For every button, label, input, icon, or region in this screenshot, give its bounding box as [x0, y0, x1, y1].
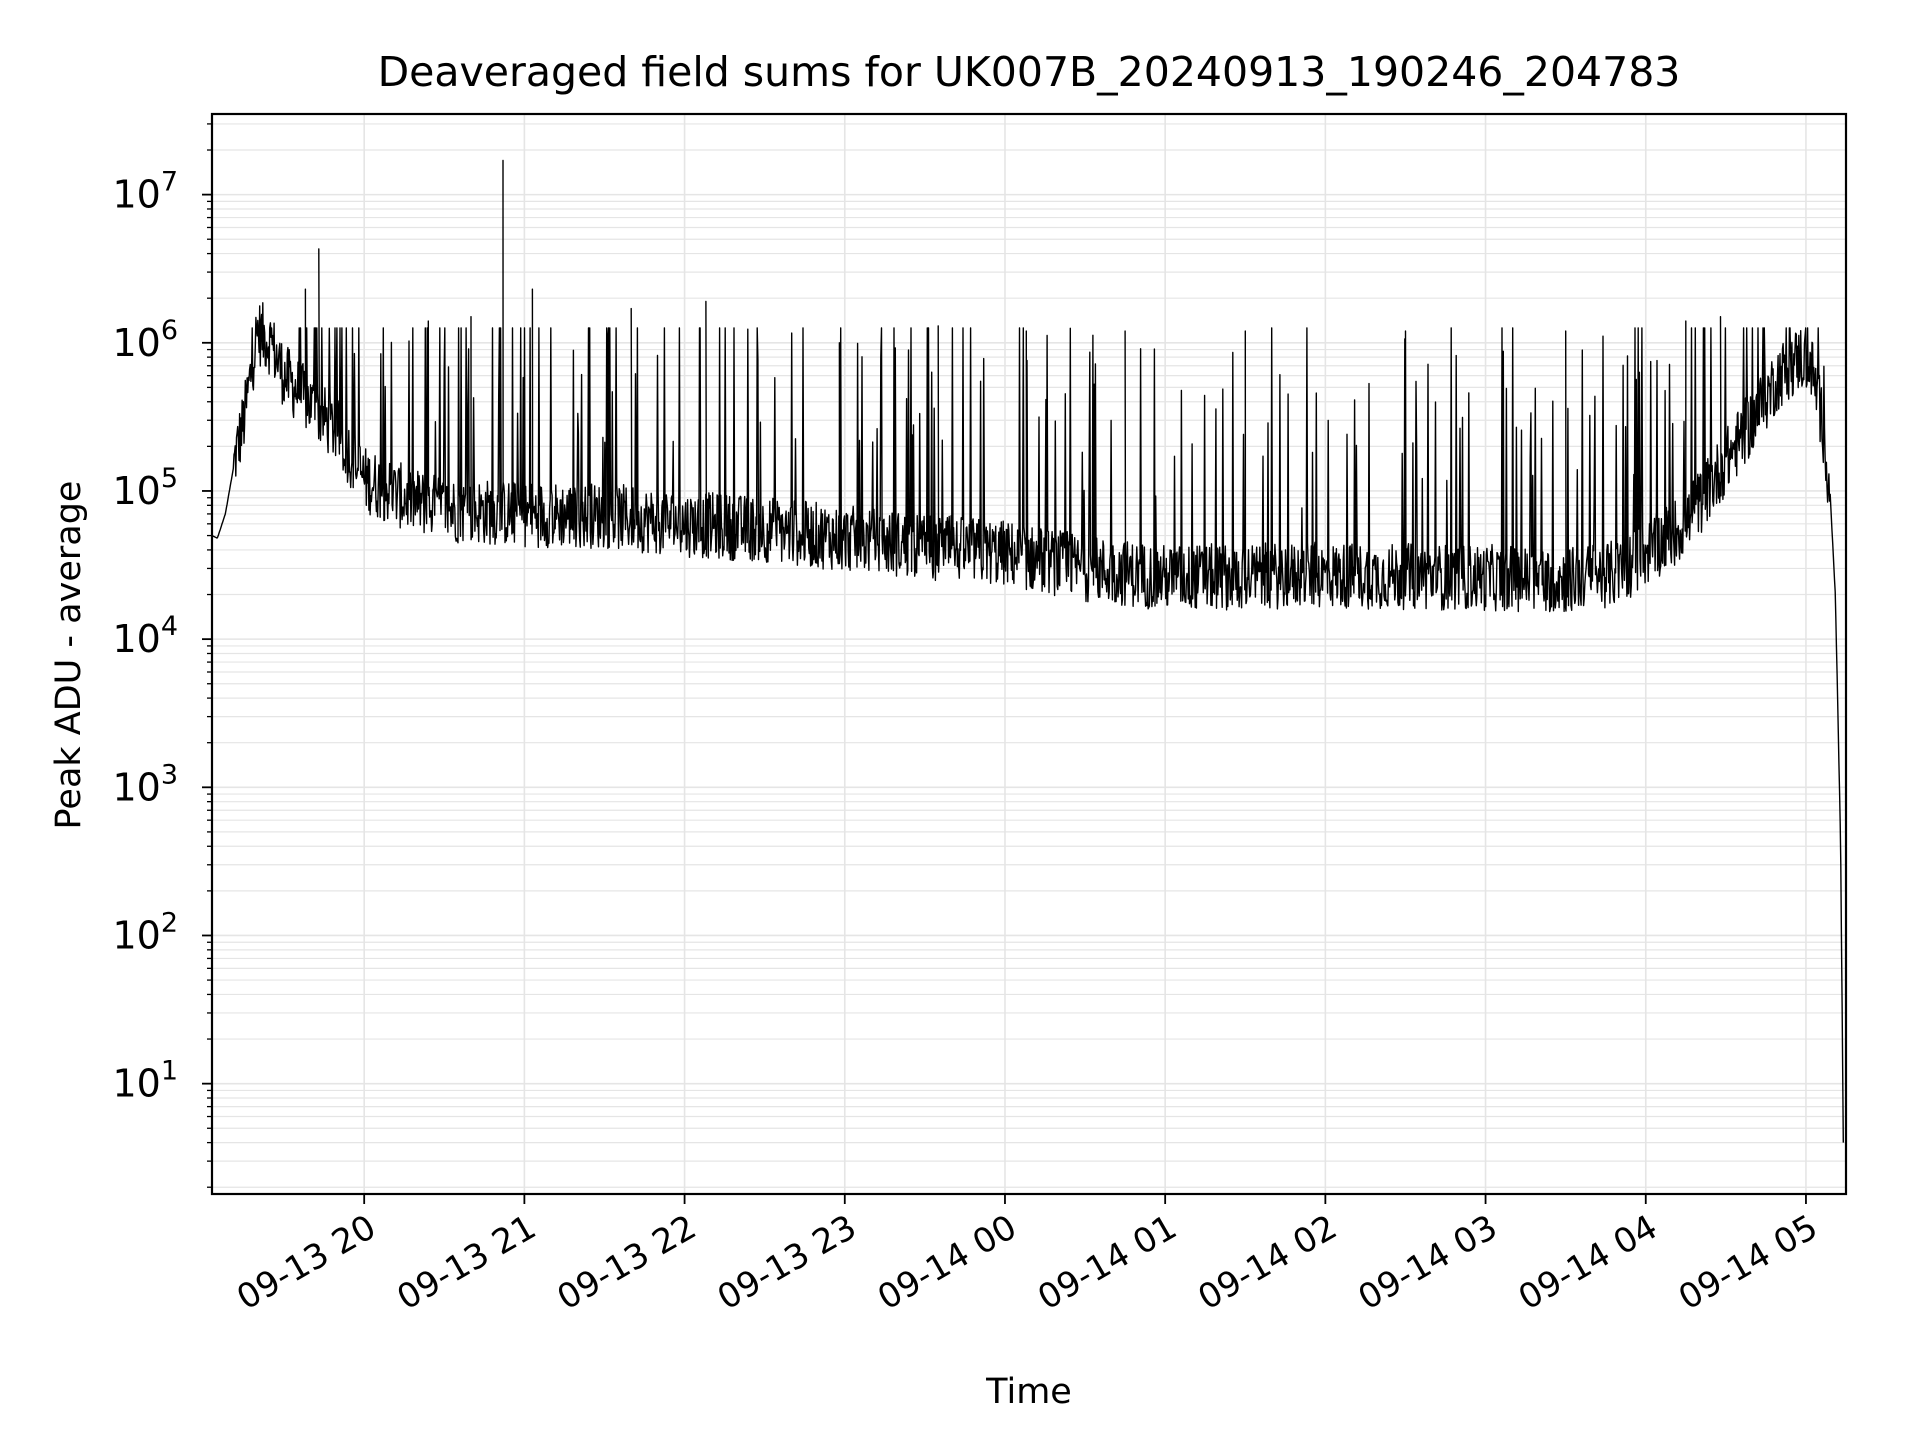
y-tick-label: 101	[112, 1056, 178, 1106]
x-axis-label: Time	[985, 1372, 1072, 1412]
series-line	[211, 159, 1844, 1143]
y-axis-label: Peak ADU - average	[49, 481, 89, 830]
y-tick-label: 102	[112, 907, 178, 957]
chart-title: Deaveraged field sums for UK007B_2024091…	[378, 48, 1681, 96]
y-tick-label: 106	[112, 315, 178, 365]
y-tick-label: 107	[112, 167, 178, 217]
y-tick-labels: 101 102 103 104 105 106 107	[112, 167, 178, 1106]
y-tick-label: 105	[112, 463, 178, 513]
axis-ticks	[202, 123, 1807, 1204]
grid	[212, 114, 1846, 1194]
y-tick-label: 104	[112, 611, 178, 661]
y-tick-label: 103	[112, 759, 178, 809]
